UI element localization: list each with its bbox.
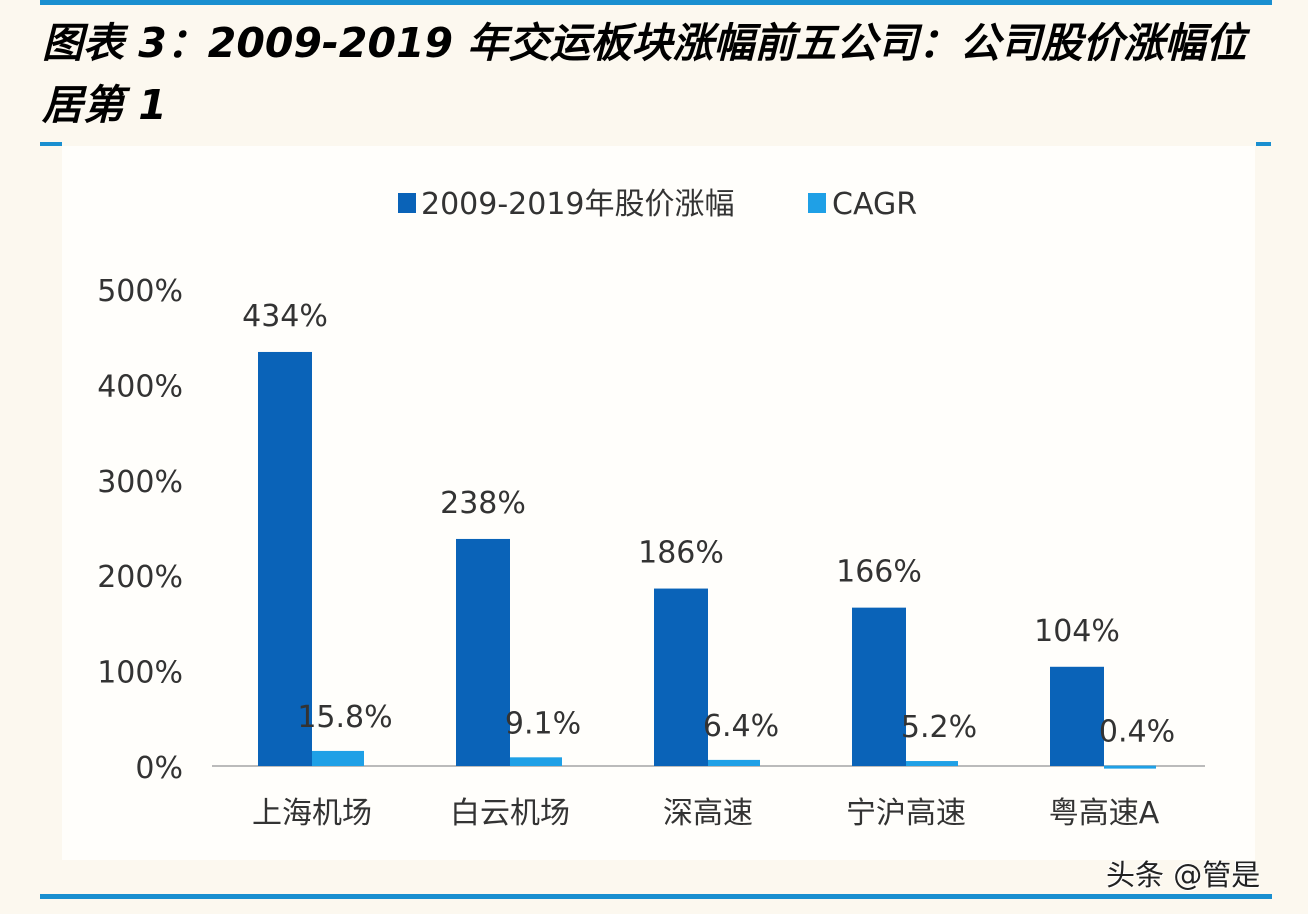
x-tick-label: 上海机场 <box>252 796 372 831</box>
y-tick-label: 400% <box>97 369 183 404</box>
legend-swatch-price <box>398 193 416 213</box>
data-label-price: 238% <box>440 486 526 521</box>
bar-price <box>654 588 708 766</box>
x-tick-label: 深高速 <box>663 796 753 831</box>
data-label-price: 186% <box>638 536 724 571</box>
legend-label-price: 2009-2019年股价涨幅 <box>421 187 735 222</box>
data-label-cagr: 5.2% <box>901 710 977 745</box>
bar-cagr <box>708 759 760 766</box>
data-label-cagr: 0.4% <box>1099 715 1175 750</box>
bar-price <box>258 351 312 766</box>
data-label-price: 434% <box>242 299 328 334</box>
watermark: 头条 @管是 <box>1106 858 1261 892</box>
right-rule-mark <box>1256 142 1271 146</box>
bar-cagr <box>1104 765 1156 769</box>
data-label-cagr: 6.4% <box>703 709 779 744</box>
x-tick-label: 宁沪高速 <box>846 796 966 831</box>
y-tick-label: 100% <box>97 656 183 691</box>
legend-label-cagr: CAGR <box>832 187 917 222</box>
bar-price <box>852 607 906 766</box>
data-label-price: 166% <box>836 555 922 590</box>
y-tick-label: 0% <box>135 751 183 786</box>
y-tick-label: 500% <box>97 274 183 309</box>
bar-cagr <box>510 757 562 766</box>
y-tick-label: 200% <box>97 560 183 595</box>
chart-title: 图表 3：2009-2019 年交运板块涨幅前五公司：公司股价涨幅位居第 1 <box>42 19 1247 129</box>
x-tick-label: 粤高速A <box>1049 796 1160 831</box>
bar-cagr <box>312 750 364 766</box>
bar-cagr <box>906 761 958 766</box>
data-label-cagr: 15.8% <box>297 700 392 735</box>
bar-price <box>1050 666 1104 766</box>
y-tick-label: 300% <box>97 465 183 500</box>
legend-swatch-cagr <box>808 193 826 213</box>
data-label-price: 104% <box>1034 614 1120 649</box>
data-label-cagr: 9.1% <box>505 706 581 741</box>
bar-price <box>456 538 510 766</box>
x-tick-label: 白云机场 <box>450 796 570 831</box>
top-rule <box>40 0 1272 5</box>
left-rule-mark <box>40 142 62 146</box>
bottom-rule <box>40 894 1272 899</box>
